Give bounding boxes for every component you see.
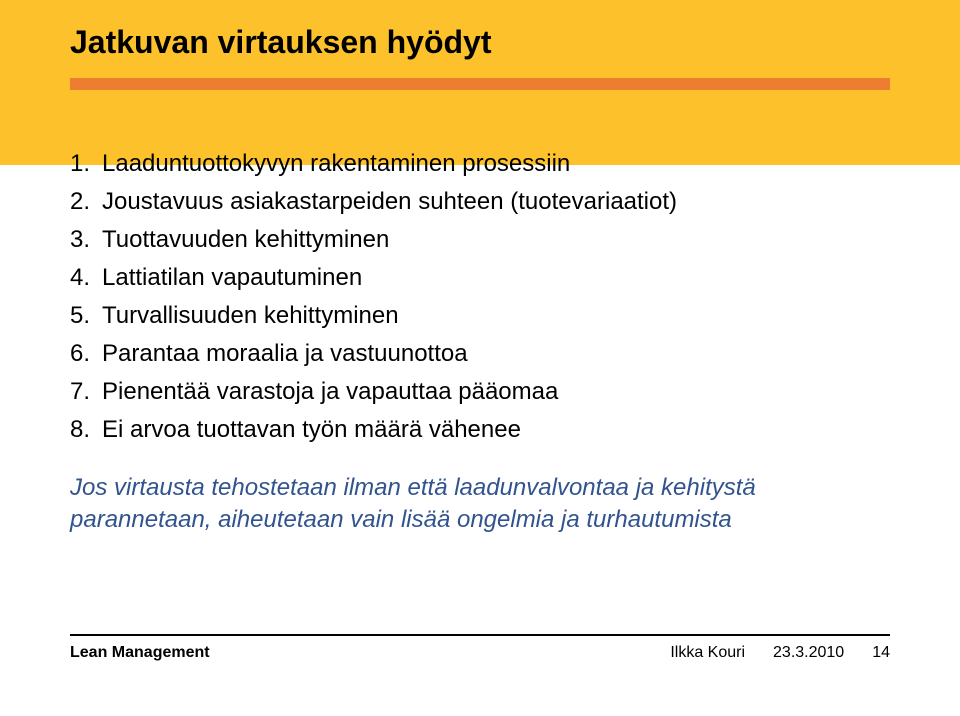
- footer-right: Ilkka Kouri 23.3.2010 14: [670, 644, 890, 662]
- footer-page-number: 14: [872, 644, 890, 662]
- numbered-list: 1.Laaduntuottokyvyn rakentaminen prosess…: [70, 150, 890, 444]
- list-item: 6.Parantaa moraalia ja vastuunottoa: [70, 340, 890, 368]
- list-item-number: 4.: [70, 264, 102, 292]
- content-area: 1.Laaduntuottokyvyn rakentaminen prosess…: [70, 150, 890, 537]
- list-item-number: 5.: [70, 302, 102, 330]
- slide-title: Jatkuvan virtauksen hyödyt: [70, 24, 491, 61]
- list-item: 4.Lattiatilan vapautuminen: [70, 264, 890, 292]
- list-item: 3.Tuottavuuden kehittyminen: [70, 226, 890, 254]
- italic-note: Jos virtausta tehostetaan ilman että laa…: [70, 472, 890, 537]
- list-item: 1.Laaduntuottokyvyn rakentaminen prosess…: [70, 150, 890, 178]
- list-item-text: Lattiatilan vapautuminen: [102, 264, 890, 292]
- list-item-text: Tuottavuuden kehittyminen: [102, 226, 890, 254]
- list-item-text: Ei arvoa tuottavan työn määrä vähenee: [102, 416, 890, 444]
- footer-divider: [70, 634, 890, 636]
- list-item: 5.Turvallisuuden kehittyminen: [70, 302, 890, 330]
- title-underline: [70, 78, 890, 90]
- footer-date: 23.3.2010: [773, 644, 844, 662]
- list-item-text: Turvallisuuden kehittyminen: [102, 302, 890, 330]
- list-item-text: Laaduntuottokyvyn rakentaminen prosessii…: [102, 150, 890, 178]
- list-item-number: 2.: [70, 188, 102, 216]
- list-item-number: 7.: [70, 378, 102, 406]
- list-item: 8.Ei arvoa tuottavan työn määrä vähenee: [70, 416, 890, 444]
- list-item-number: 8.: [70, 416, 102, 444]
- list-item: 7.Pienentää varastoja ja vapauttaa pääom…: [70, 378, 890, 406]
- slide: Jatkuvan virtauksen hyödyt 1.Laaduntuott…: [0, 0, 960, 716]
- list-item-text: Pienentää varastoja ja vapauttaa pääomaa: [102, 378, 890, 406]
- list-item-number: 6.: [70, 340, 102, 368]
- footer-left-label: Lean Management: [70, 644, 210, 662]
- list-item: 2.Joustavuus asiakastarpeiden suhteen (t…: [70, 188, 890, 216]
- list-item-text: Parantaa moraalia ja vastuunottoa: [102, 340, 890, 368]
- footer: Lean Management Ilkka Kouri 23.3.2010 14: [70, 644, 890, 662]
- footer-author: Ilkka Kouri: [670, 644, 745, 662]
- list-item-number: 1.: [70, 150, 102, 178]
- list-item-text: Joustavuus asiakastarpeiden suhteen (tuo…: [102, 188, 890, 216]
- list-item-number: 3.: [70, 226, 102, 254]
